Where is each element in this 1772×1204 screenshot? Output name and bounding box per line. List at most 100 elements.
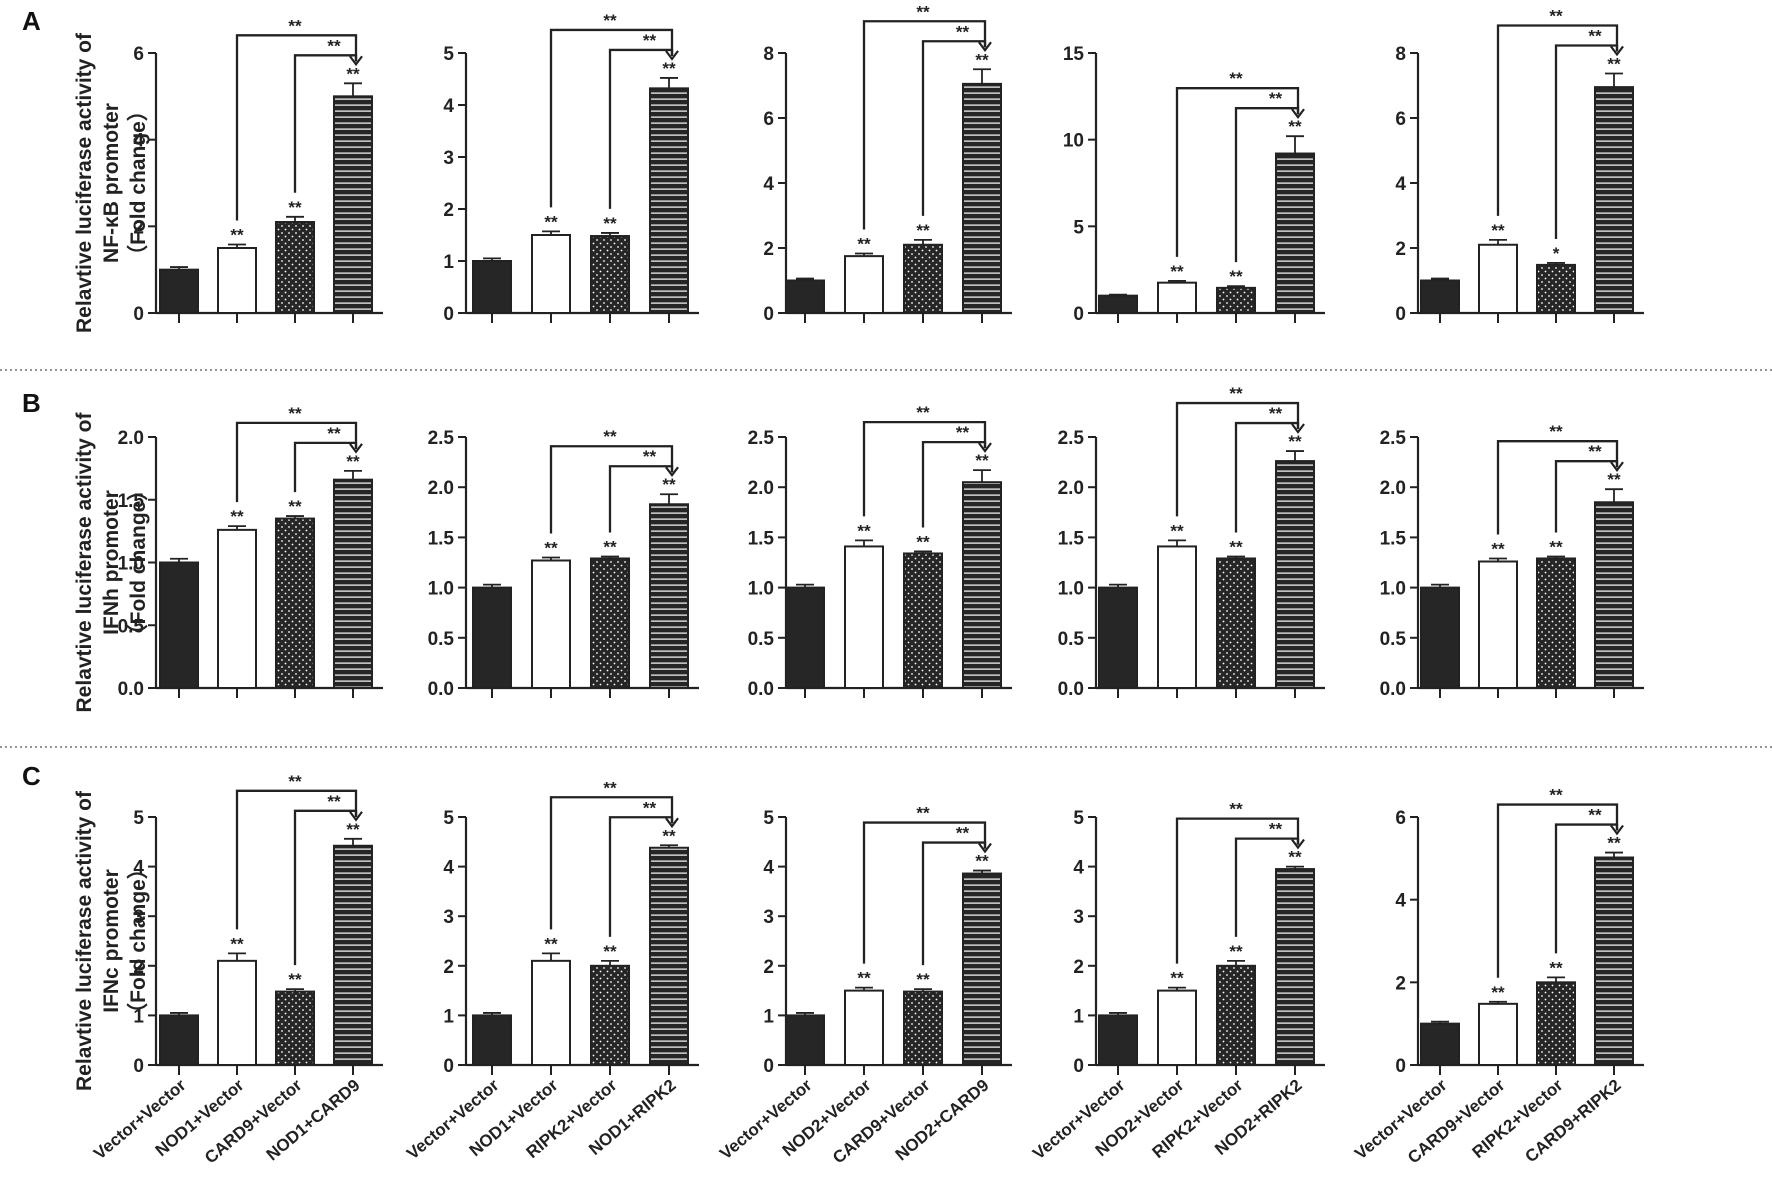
bar-dotted-dark — [1536, 981, 1576, 1066]
bracket-arrow — [1291, 839, 1305, 850]
y-tick-label: 0.0 — [428, 679, 454, 700]
y-tick-label: 2.5 — [1058, 428, 1085, 449]
y-tick-label: 6 — [1395, 109, 1406, 130]
bar-solid-dark — [1420, 1022, 1460, 1067]
y-tick-label: 4 — [1073, 858, 1084, 879]
bracket-arrow — [665, 817, 679, 828]
comparison-bracket — [862, 420, 987, 517]
bar-striped-dark — [962, 481, 1002, 689]
bracket-label: ** — [327, 424, 341, 443]
y-tick-label: 5 — [1073, 808, 1084, 829]
bar-open-white — [844, 989, 884, 1066]
significance-label: ** — [916, 532, 930, 551]
bar-open-white — [217, 959, 257, 1067]
bracket-arrow — [349, 811, 363, 822]
comparison-bracket — [293, 809, 358, 966]
bar-solid-dark — [472, 260, 512, 314]
y-axis-label-line-1: Relavtive luciferase activity of — [73, 412, 96, 713]
y-tick-label: 1.0 — [1058, 579, 1084, 600]
y-tick-label: 4 — [133, 858, 144, 879]
y-tick-label: 0 — [133, 1056, 144, 1077]
bracket-arrow — [978, 442, 992, 453]
comparison-bracket — [921, 841, 987, 966]
bracket-arrow — [665, 466, 679, 477]
y-tick-label: 0 — [1073, 1056, 1084, 1077]
significance-label: ** — [1491, 539, 1505, 558]
bracket-label: ** — [327, 36, 341, 55]
bracket-arrow — [978, 41, 992, 52]
comparison-bracket — [1234, 107, 1300, 263]
y-tick-label: 3 — [1073, 907, 1084, 928]
y-tick-label: 4 — [763, 174, 774, 195]
y-axis-label-line-2: IFNc promoter — [100, 869, 123, 1013]
y-tick-label: 2 — [1395, 239, 1406, 260]
y-tick-label: 0.5 — [118, 616, 145, 637]
category-label: CARD9+Vector — [201, 1075, 306, 1167]
bracket-label: ** — [288, 404, 302, 423]
chart-A-1: 0 2 4 6 ** ** ** ** ** — [133, 16, 383, 325]
y-tick-label: 8 — [1395, 44, 1406, 65]
comparison-bracket — [235, 34, 358, 221]
bar-open-white — [217, 247, 257, 314]
significance-label: ** — [857, 521, 871, 540]
bar-solid-dark — [1420, 586, 1460, 689]
bar-dotted-dark — [590, 235, 630, 314]
y-tick-label: 1.0 — [118, 554, 144, 575]
bar-open-white — [1478, 560, 1518, 689]
bracket-label: ** — [956, 824, 970, 843]
significance-label: ** — [346, 820, 360, 839]
significance-label: ** — [544, 538, 558, 557]
bar-striped-dark — [1594, 86, 1634, 314]
panel-B: B Relavtive luciferase activity of IFNh pr… — [22, 384, 1644, 712]
significance-label: ** — [603, 214, 617, 233]
y-axis-label-line-2: IFNh promoter — [100, 490, 123, 635]
bar-solid-dark — [1420, 279, 1460, 314]
bar-open-white — [1478, 1002, 1518, 1066]
bar-open-white — [531, 959, 571, 1067]
bracket-label: ** — [1549, 422, 1563, 441]
bar-striped-dark — [1275, 868, 1315, 1067]
significance-label: ** — [916, 221, 930, 240]
bar-dotted-dark — [590, 557, 630, 690]
bar-open-white — [1157, 545, 1197, 689]
significance-label: ** — [662, 475, 676, 494]
significance-label: ** — [544, 212, 558, 231]
comparison-bracket — [549, 28, 674, 208]
y-tick-label: 3 — [133, 907, 144, 928]
significance-label: ** — [857, 235, 871, 254]
bar-open-white — [844, 545, 884, 689]
y-tick-label: 4 — [443, 96, 454, 117]
comparison-bracket — [921, 440, 987, 528]
comparison-bracket — [608, 48, 674, 209]
y-tick-label: 1 — [443, 1006, 454, 1027]
y-tick-label: 0 — [1073, 304, 1084, 325]
significance-label: ** — [1549, 537, 1563, 556]
bar-striped-dark — [649, 87, 689, 314]
y-tick-label: 1 — [133, 1006, 144, 1027]
y-tick-label: 0.5 — [748, 629, 775, 650]
y-tick-label: 1.0 — [1380, 579, 1406, 600]
y-tick-label: 0 — [1395, 304, 1406, 325]
bracket-label: ** — [643, 447, 657, 466]
bar-dotted-dark — [275, 517, 315, 690]
bar-open-white — [531, 559, 571, 690]
chart-B-4: 0.0 0.5 1.0 1.5 2.0 2.5 ** ** ** ** ** — [1058, 384, 1325, 700]
bracket-label: ** — [1588, 442, 1602, 461]
y-tick-label: 2.5 — [428, 428, 455, 449]
y-tick-label: 1.0 — [428, 579, 454, 600]
chart-B-2: 0.0 0.5 1.0 1.5 2.0 2.5 ** ** ** ** ** — [428, 427, 699, 700]
bracket-arrow — [665, 50, 679, 61]
y-tick-label: 2 — [1395, 973, 1406, 994]
significance-label: ** — [1229, 942, 1243, 961]
bar-dotted-dark — [1216, 964, 1256, 1066]
comparison-bracket — [293, 441, 358, 493]
bracket-label: ** — [603, 778, 617, 797]
y-tick-label: 1 — [443, 252, 454, 273]
significance-label: ** — [1607, 470, 1621, 489]
y-axis-label-line-3: （Fold change） — [126, 100, 150, 266]
significance-label: ** — [916, 970, 930, 989]
comparison-bracket — [921, 40, 987, 216]
significance-label: ** — [1229, 267, 1243, 286]
